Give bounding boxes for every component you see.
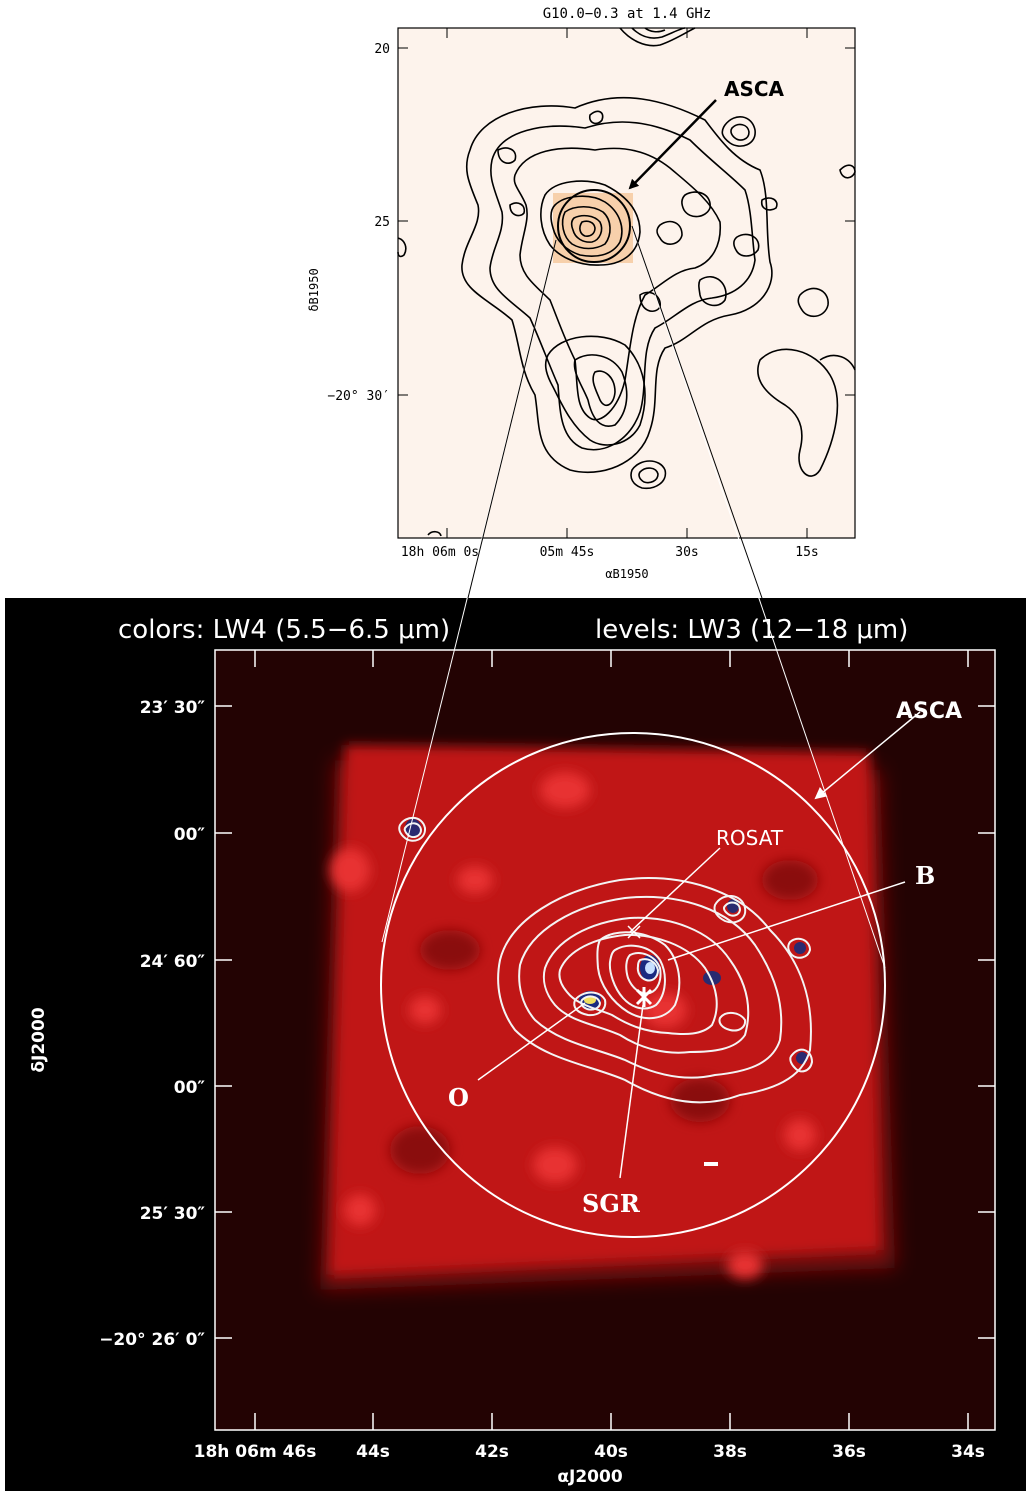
top-xtick-2: 30s — [675, 545, 698, 560]
top-ytick-30: −20° 30′ — [327, 389, 390, 404]
bottom-frame-outline — [214, 649, 996, 1431]
rosat-marker — [627, 925, 641, 939]
infrared-image — [320, 745, 895, 1290]
top-asca-arrow — [628, 99, 717, 190]
top-asca-label: ASCA — [724, 77, 785, 101]
top-xtick-0: 18h 06m 0s — [401, 545, 479, 560]
label-sgr: SGR — [582, 1189, 641, 1218]
label-pointers — [477, 711, 921, 1179]
bottom-title-right: levels: LW3 (12−18 μm) — [595, 615, 908, 645]
asca-error-circle — [380, 732, 886, 1238]
top-plot-background — [397, 27, 856, 539]
sgr-marker — [635, 987, 653, 1007]
top-ytick-25: 25 — [374, 215, 390, 230]
bottom-ytick-5: −20° 26′ 0″ — [99, 1330, 205, 1350]
bottom-xtick-0: 18h 06m 46s — [194, 1442, 317, 1462]
bottom-y-axis-label: δJ2000 — [29, 1007, 49, 1072]
bottom-title-left: colors: LW4 (5.5−6.5 μm) — [118, 615, 450, 645]
label-o: O — [448, 1083, 469, 1112]
lw3-contours — [398, 816, 814, 1104]
top-xtick-1: 05m 45s — [540, 545, 595, 560]
bottom-xtick-3: 40s — [594, 1442, 628, 1462]
bottom-xtick-6: 34s — [951, 1442, 985, 1462]
bottom-ytick-4: 25′ 30″ — [140, 1204, 206, 1224]
bottom-ytick-1: 00″ — [174, 825, 206, 845]
label-b: B — [915, 861, 935, 890]
bottom-ytick-0: 23′ 30″ — [140, 698, 206, 718]
top-x-axis-label: αB1950 — [605, 567, 648, 581]
bottom-xtick-2: 42s — [475, 1442, 509, 1462]
bottom-xtick-1: 44s — [356, 1442, 390, 1462]
label-rosat: ROSAT — [716, 826, 784, 850]
bottom-xtick-4: 38s — [713, 1442, 747, 1462]
label-asca: ASCA — [896, 699, 962, 724]
top-ytick-20: 20 — [374, 42, 390, 57]
top-xtick-3: 15s — [795, 545, 818, 560]
top-y-axis-label: δB1950 — [307, 268, 321, 311]
top-radio-panel: G10.0−0.3 at 1.4 GHz — [307, 6, 856, 581]
top-axis-ticks — [398, 28, 855, 538]
projection-lines-top — [467, 225, 763, 599]
bottom-ytick-2: 24′ 60″ — [140, 952, 206, 972]
top-panel-title: G10.0−0.3 at 1.4 GHz — [543, 6, 712, 22]
top-asca-circle — [557, 189, 631, 263]
bottom-xtick-5: 36s — [832, 1442, 866, 1462]
bottom-ytick-3: 00″ — [174, 1078, 206, 1098]
bottom-infrared-panel: colors: LW4 (5.5−6.5 μm) levels: LW3 (12… — [5, 225, 1026, 1491]
bottom-axis-ticks — [215, 650, 995, 1430]
bottom-x-axis-label: αJ2000 — [557, 1467, 622, 1487]
